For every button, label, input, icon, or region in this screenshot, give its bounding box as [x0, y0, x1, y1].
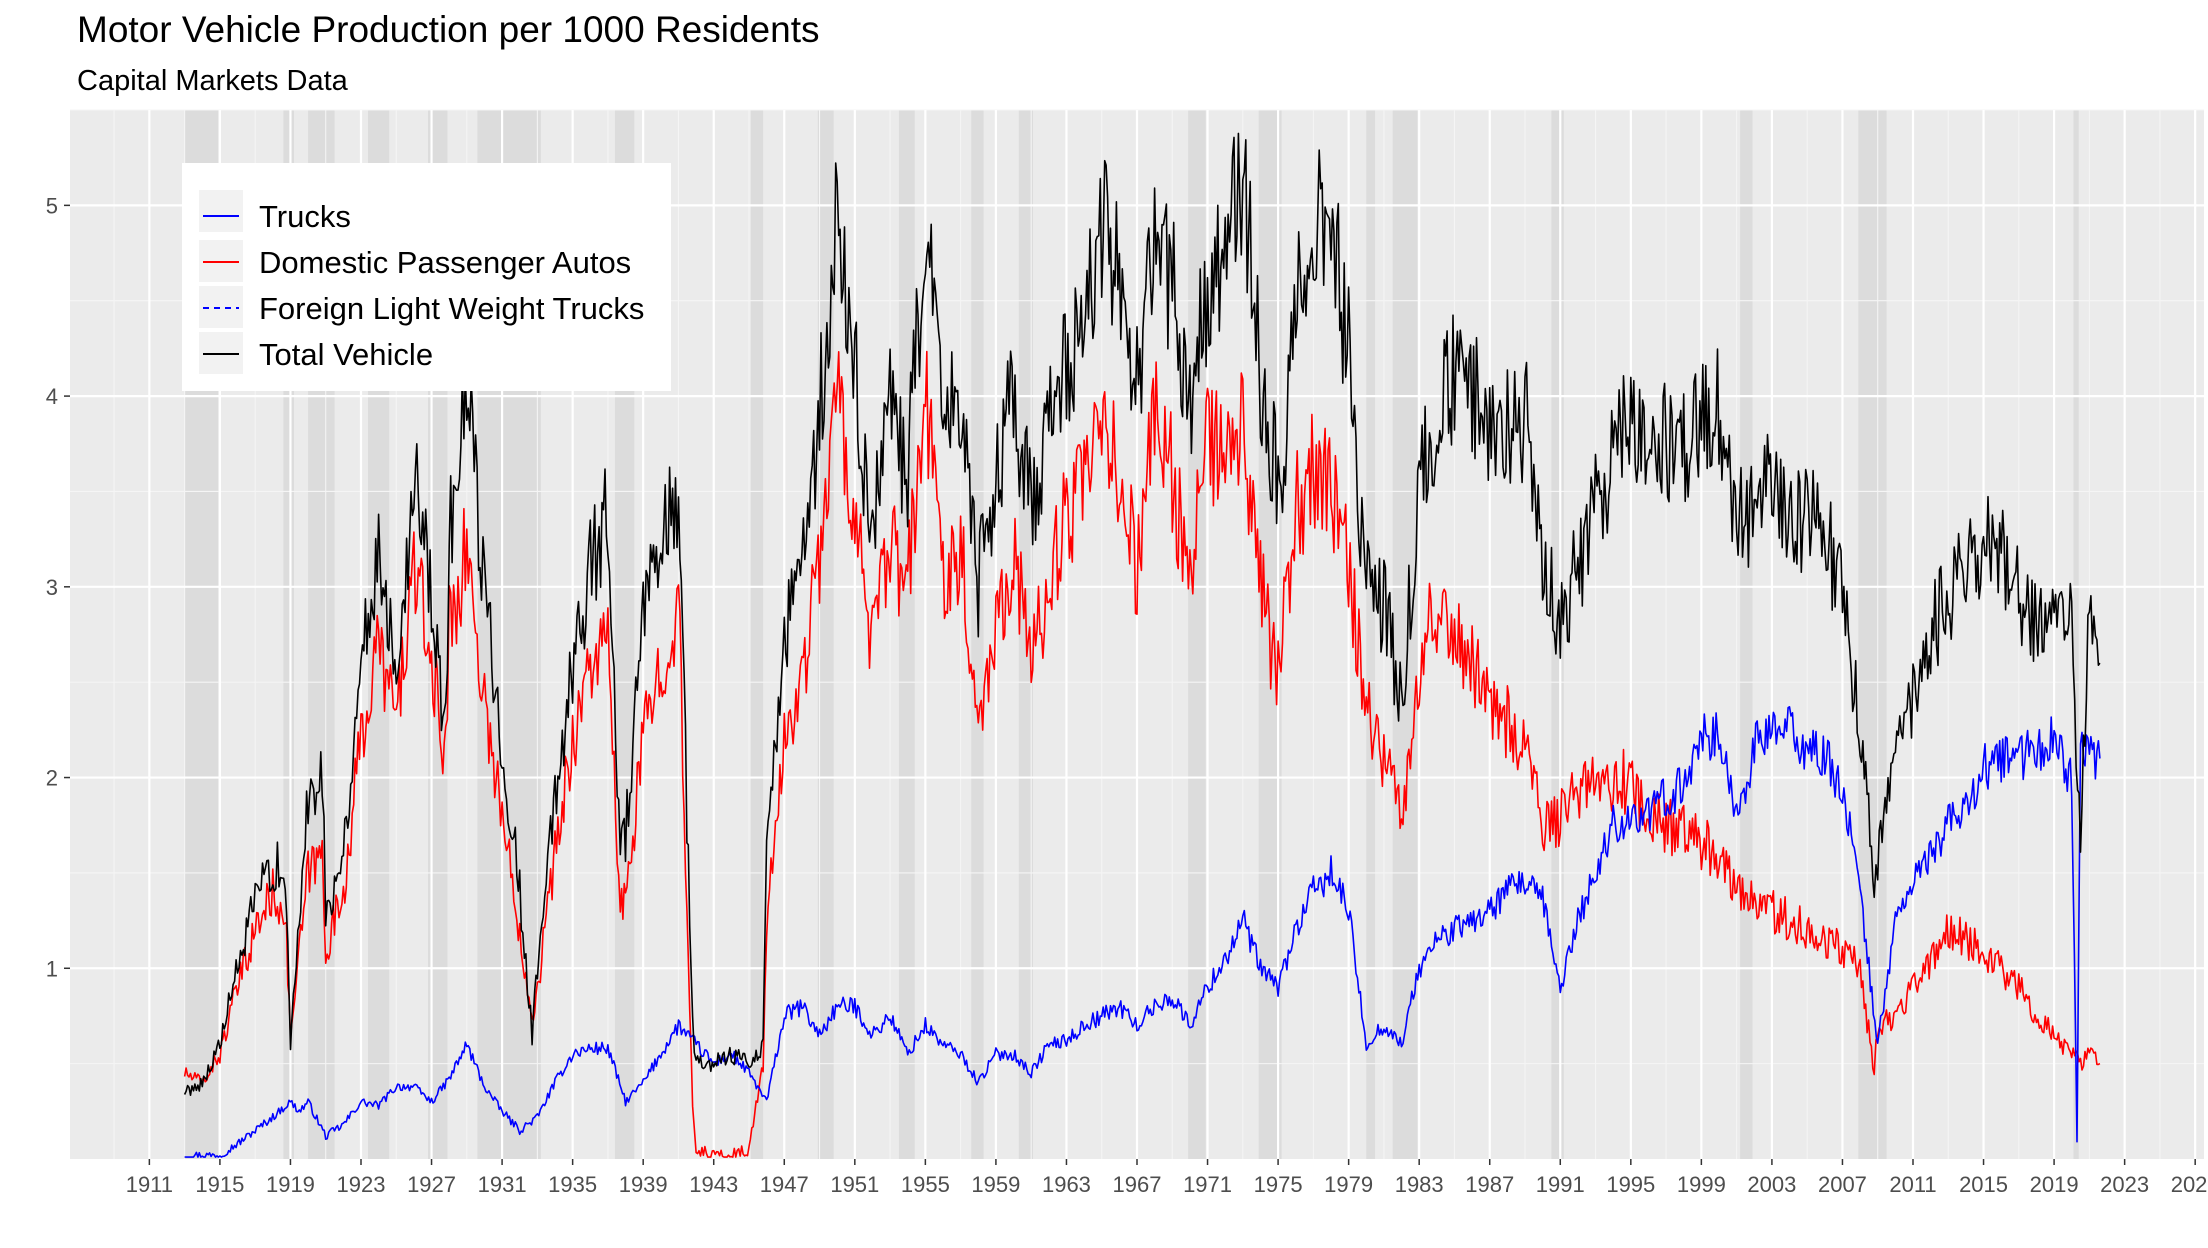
y-axis: 1 2 3 4 5 — [46, 193, 70, 981]
recession-band — [1551, 110, 1564, 1159]
x-tick-label: 1999 — [1677, 1172, 1726, 1197]
legend: Trucks Domestic Passenger Autos Foreign … — [182, 163, 671, 391]
recession-band — [1392, 110, 1418, 1159]
x-tick-label: 2019 — [2030, 1172, 2079, 1197]
x-tick-label: 1987 — [1465, 1172, 1514, 1197]
x-tick-label: 2015 — [1959, 1172, 2008, 1197]
x-tick-label: 1955 — [901, 1172, 950, 1197]
y-tick-label: 1 — [46, 956, 58, 981]
recession-band — [1740, 110, 1753, 1159]
x-tick-label: 2027 — [2171, 1172, 2208, 1197]
legend-label-domestic-autos: Domestic Passenger Autos — [259, 245, 631, 280]
recession-band — [971, 110, 984, 1159]
x-tick-label: 1939 — [619, 1172, 668, 1197]
x-axis: 1911 1915 1919 1923 1927 1931 1935 1939 1943 1947… — [126, 1159, 2208, 1197]
x-tick-label: 1923 — [337, 1172, 386, 1197]
x-tick-label: 1963 — [1042, 1172, 1091, 1197]
x-tick-label: 1971 — [1183, 1172, 1232, 1197]
recession-band — [898, 110, 915, 1159]
x-tick-label: 1979 — [1324, 1172, 1373, 1197]
series-line-total-vehicle — [183, 132, 2101, 1096]
x-tick-label: 1991 — [1536, 1172, 1585, 1197]
series-lines — [183, 132, 2101, 1158]
x-tick-label: 1975 — [1254, 1172, 1303, 1197]
legend-label-total-vehicle: Total Vehicle — [259, 337, 433, 372]
x-tick-label: 1947 — [760, 1172, 809, 1197]
x-tick-label: 1951 — [830, 1172, 879, 1197]
x-tick-label: 1919 — [266, 1172, 315, 1197]
x-tick-label: 1959 — [971, 1172, 1020, 1197]
legend-label-foreign-trucks: Foreign Light Weight Trucks — [259, 291, 644, 326]
x-tick-label: 1935 — [548, 1172, 597, 1197]
x-tick-label: 1927 — [407, 1172, 456, 1197]
x-tick-label: 1931 — [478, 1172, 527, 1197]
series-line-domestic-passenger-autos — [183, 350, 2101, 1158]
recession-band — [750, 110, 764, 1159]
series-line-trucks — [184, 706, 2101, 1158]
recession-band — [1188, 110, 1206, 1159]
x-tick-label: 1911 — [126, 1172, 173, 1197]
x-tick-label: 2003 — [1747, 1172, 1796, 1197]
x-tick-label: 1943 — [689, 1172, 738, 1197]
x-tick-label: 1983 — [1395, 1172, 1444, 1197]
x-tick-label: 2007 — [1818, 1172, 1867, 1197]
x-tick-label: 1995 — [1606, 1172, 1655, 1197]
chart-title: Motor Vehicle Production per 1000 Reside… — [77, 9, 820, 50]
chart-subtitle: Capital Markets Data — [77, 65, 349, 97]
y-tick-label: 2 — [46, 766, 58, 791]
legend-key-bg — [199, 190, 243, 232]
y-tick-label: 3 — [46, 575, 58, 600]
x-tick-label: 1915 — [195, 1172, 244, 1197]
y-tick-label: 4 — [46, 384, 58, 409]
x-tick-label: 1967 — [1113, 1172, 1162, 1197]
y-tick-label: 5 — [46, 193, 58, 218]
x-tick-label: 2023 — [2100, 1172, 2149, 1197]
x-tick-label: 2011 — [1889, 1172, 1936, 1197]
recession-band — [1366, 110, 1376, 1159]
legend-box — [182, 163, 671, 391]
recession-band — [2073, 110, 2079, 1159]
recession-band — [283, 110, 294, 1159]
legend-label-trucks: Trucks — [259, 199, 351, 234]
